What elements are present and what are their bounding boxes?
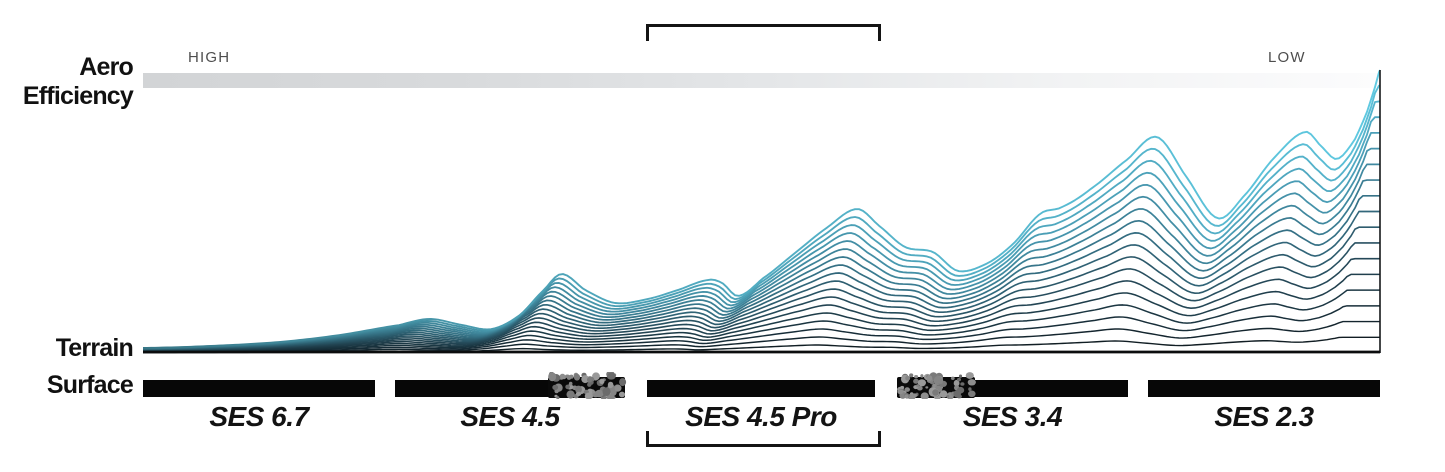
product-label-ses-6-7: SES 6.7 xyxy=(209,401,309,432)
aero-efficiency-label-line2: Efficiency xyxy=(22,82,134,110)
gravel-texture xyxy=(548,372,627,399)
terrain-ridge-line xyxy=(142,69,1381,349)
terrain-ridge-line xyxy=(142,289,1380,353)
terrain-ridge-line xyxy=(142,320,1380,354)
terrain-ridge-line xyxy=(142,163,1380,351)
product-label-ses-2-3: SES 2.3 xyxy=(1214,401,1314,432)
terrain-ridge-line xyxy=(142,116,1380,350)
terrain-ridge-line xyxy=(142,179,1380,351)
ses-4-5-pro-bracket xyxy=(646,431,881,447)
surface-bar-4 xyxy=(1148,380,1380,397)
aero-efficiency-label: Aero Efficiency xyxy=(0,53,134,111)
terrain-ridge-line xyxy=(142,273,1380,353)
aero-efficiency-label-line1: Aero xyxy=(79,53,134,81)
terrain-label: Terrain xyxy=(55,334,134,362)
surface-label: Surface xyxy=(46,371,134,399)
terrain-ridge-line xyxy=(142,305,1380,353)
high-scale-label: HIGH xyxy=(188,49,231,66)
surface-bar-2 xyxy=(647,380,875,397)
top-bracket xyxy=(646,24,881,41)
product-label-ses-4-5: SES 4.5 xyxy=(460,401,560,432)
terrain-ridge-line xyxy=(142,210,1380,352)
terrain-ridge-line xyxy=(142,194,1380,351)
terrain-ridge-line xyxy=(142,242,1380,352)
gravel-texture xyxy=(897,372,976,399)
product-label-ses-3-4: SES 3.4 xyxy=(962,401,1063,432)
terrain-ridge-line xyxy=(142,226,1380,352)
surface-bar-0 xyxy=(143,380,375,397)
aero-efficiency-gradient-bar xyxy=(143,73,1380,88)
terrain-ridge-line xyxy=(142,147,1380,351)
product-label-ses-4-5-pro: SES 4.5 Pro xyxy=(685,401,837,432)
terrain-ridge-line xyxy=(142,257,1380,352)
low-scale-label: LOW xyxy=(1268,49,1306,66)
